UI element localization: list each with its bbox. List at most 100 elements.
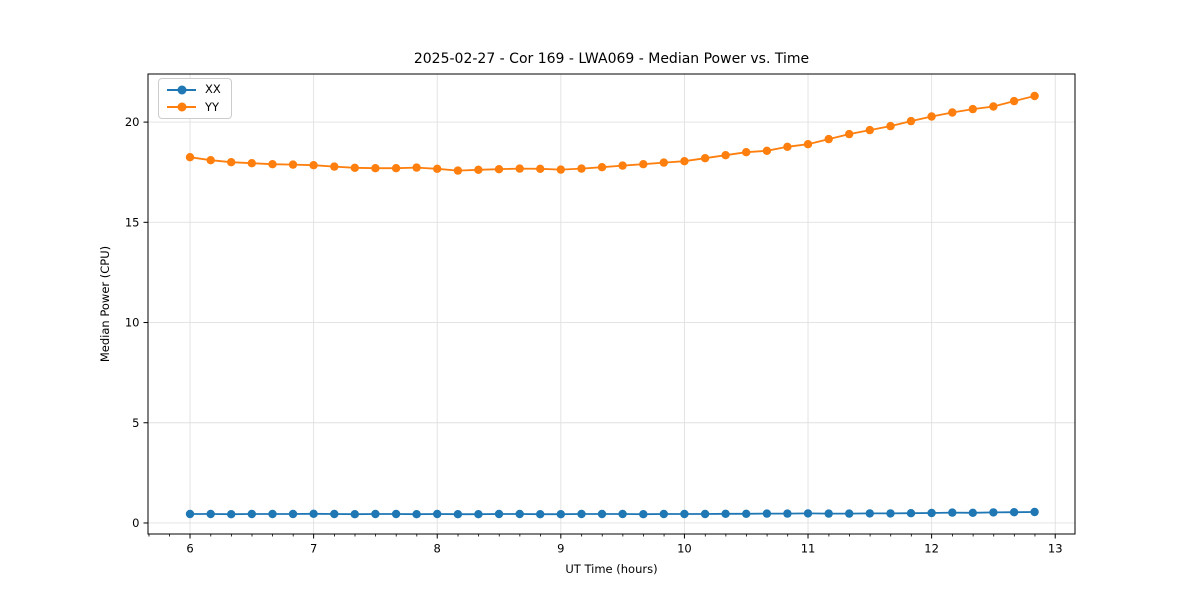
data-point-xx	[639, 510, 648, 519]
data-point-xx	[556, 510, 565, 519]
data-point-xx	[783, 509, 792, 518]
data-point-xx	[391, 509, 401, 519]
data-point-yy	[700, 154, 710, 163]
data-point-xx	[762, 509, 772, 518]
data-point-yy	[845, 129, 854, 139]
data-point-xx	[227, 510, 236, 519]
legend: XX YY	[158, 78, 232, 119]
data-point-xx	[824, 509, 833, 518]
xx-line-swatch	[167, 85, 196, 95]
data-point-yy	[989, 102, 998, 111]
data-point-yy	[391, 164, 401, 173]
data-point-yy	[577, 164, 586, 173]
data-point-yy	[268, 160, 277, 169]
x-tick-label: 8	[434, 542, 441, 556]
axes-box	[147, 73, 1076, 535]
data-point-yy	[412, 163, 421, 172]
data-point-yy	[927, 112, 936, 121]
data-point-xx	[206, 509, 215, 519]
data-point-yy	[639, 160, 648, 169]
data-point-yy	[556, 165, 565, 174]
y-tick-label: 15	[125, 215, 140, 229]
data-point-xx	[474, 510, 483, 519]
data-point-yy	[824, 134, 833, 144]
data-point-xx	[268, 509, 277, 519]
data-point-yy	[453, 166, 463, 175]
legend-label-yy: YY	[205, 99, 220, 114]
data-point-yy	[721, 151, 730, 160]
data-point-yy	[433, 164, 442, 173]
data-point-yy	[659, 158, 668, 167]
data-point-xx	[906, 509, 916, 518]
data-point-xx	[865, 509, 874, 518]
data-point-xx	[948, 508, 957, 517]
data-point-yy	[515, 164, 524, 173]
data-point-yy	[680, 157, 689, 166]
x-tick-label: 10	[677, 542, 692, 556]
data-point-xx	[433, 509, 442, 519]
data-point-xx	[803, 509, 813, 518]
data-point-xx	[515, 509, 524, 519]
x-axis-label: UT Time (hours)	[565, 562, 658, 576]
data-point-yy	[350, 163, 359, 172]
yy-marker-swatch	[177, 102, 186, 112]
data-point-xx	[330, 509, 339, 519]
yy-line-swatch	[167, 102, 196, 112]
data-point-xx	[659, 509, 668, 519]
data-point-xx	[721, 509, 730, 518]
legend-label-xx: XX	[205, 82, 221, 96]
legend-item-xx: XX	[167, 82, 221, 96]
data-point-xx	[453, 510, 463, 519]
data-point-yy	[906, 116, 916, 126]
data-point-xx	[412, 510, 421, 519]
y-tick-label: 10	[125, 316, 140, 330]
data-point-yy	[803, 140, 813, 149]
data-point-yy	[948, 108, 957, 117]
data-point-yy	[206, 156, 215, 165]
data-point-yy	[309, 161, 318, 170]
data-point-yy	[288, 160, 298, 169]
x-tick-label: 6	[186, 542, 193, 556]
data-point-xx	[247, 509, 256, 519]
data-point-yy	[1030, 91, 1039, 101]
x-tick-label: 13	[1048, 542, 1063, 556]
data-point-yy	[618, 161, 627, 170]
data-point-yy	[247, 159, 256, 168]
data-point-yy	[762, 146, 772, 155]
data-point-xx	[680, 509, 689, 519]
data-point-xx	[618, 509, 627, 519]
data-point-yy	[968, 104, 977, 114]
data-point-xx	[742, 509, 751, 518]
data-point-xx	[536, 510, 545, 519]
data-point-xx	[886, 509, 895, 518]
data-point-xx	[494, 509, 504, 519]
data-point-yy	[474, 165, 483, 174]
data-point-yy	[783, 142, 792, 151]
data-point-xx	[989, 508, 998, 517]
data-point-yy	[886, 121, 895, 131]
legend-item-yy: YY	[167, 99, 221, 114]
data-point-xx	[1009, 508, 1019, 517]
data-point-xx	[927, 508, 936, 518]
data-point-xx	[288, 509, 298, 519]
data-point-yy	[742, 148, 751, 157]
y-tick-label: 5	[132, 416, 139, 430]
data-point-yy	[185, 153, 195, 162]
data-point-yy	[227, 158, 236, 167]
data-point-yy	[494, 165, 504, 174]
xx-marker-swatch	[177, 85, 186, 95]
data-point-xx	[350, 510, 359, 519]
data-point-yy	[371, 164, 380, 173]
y-tick-label: 0	[132, 516, 139, 530]
data-point-xx	[700, 509, 710, 519]
data-point-yy	[1009, 96, 1019, 106]
chart-title: 2025-02-27 - Cor 169 - LWA069 - Median P…	[413, 51, 810, 67]
y-tick-label: 20	[125, 115, 140, 129]
x-tick-label: 11	[801, 542, 816, 556]
data-point-xx	[577, 509, 586, 519]
x-tick-label: 7	[310, 542, 317, 556]
series-line-yy	[189, 95, 1036, 172]
data-point-xx	[309, 509, 318, 518]
